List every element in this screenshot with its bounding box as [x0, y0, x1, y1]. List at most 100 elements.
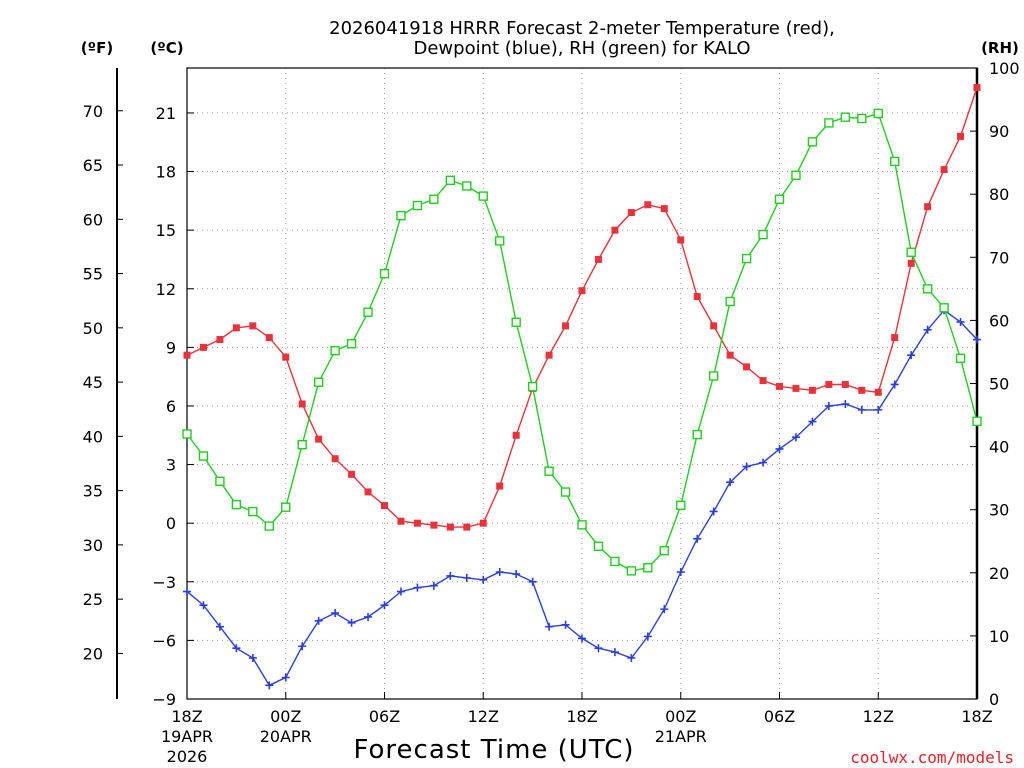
- dewpoint-point: [199, 601, 208, 610]
- temperature-point: [874, 388, 882, 396]
- dewpoint-point: [347, 618, 356, 627]
- temperature-point: [726, 351, 734, 359]
- temperature-point: [315, 435, 323, 443]
- temperature-point: [759, 377, 767, 385]
- fahrenheit-tick-label: 60: [83, 210, 103, 229]
- celsius-tick-label: 12: [156, 280, 176, 299]
- temperature-point: [940, 166, 948, 174]
- dewpoint-point: [429, 581, 438, 590]
- temperature-point: [957, 132, 965, 140]
- rh-point: [791, 170, 801, 180]
- temperature-point: [265, 334, 273, 342]
- rh-point: [527, 381, 538, 392]
- dewpoint-point: [808, 417, 817, 426]
- dewpoint-point: [281, 673, 290, 682]
- rh-tick-label: 80: [989, 185, 1009, 204]
- rh-point: [955, 353, 966, 363]
- axes: [116, 67, 979, 700]
- fahrenheit-tick-label: 55: [83, 265, 103, 284]
- rh-point: [840, 112, 851, 122]
- temperature-point: [446, 523, 454, 531]
- temperature-point: [825, 380, 833, 388]
- dewpoint-point: [709, 507, 718, 516]
- x-tick-date: 20APR: [260, 727, 312, 746]
- temperature-point: [627, 209, 635, 217]
- temperature-point: [545, 351, 553, 359]
- dewpoint-point: [578, 634, 586, 643]
- x-tick-label: 12Z: [468, 707, 499, 726]
- dewpoint-point: [314, 616, 323, 625]
- series-line: [186, 309, 978, 687]
- rh-point: [939, 303, 949, 313]
- celsius-unit-label: (ºC): [150, 39, 183, 57]
- rh-point: [182, 429, 192, 439]
- dewpoint-point: [676, 568, 685, 577]
- rh-point: [462, 181, 472, 191]
- dewpoint-point: [841, 400, 850, 409]
- fahrenheit-tick-label: 20: [83, 644, 103, 663]
- rh-tick-label: 40: [989, 438, 1009, 457]
- dewpoint-point: [643, 632, 652, 641]
- rh-tick-label: 100: [989, 59, 1020, 78]
- series-dewpoint: [183, 306, 981, 690]
- rh-point: [610, 556, 620, 567]
- rh-tick-label: 0: [989, 690, 999, 709]
- dewpoint-point: [396, 587, 405, 596]
- temperature-point: [413, 519, 421, 527]
- rh-tick-label: 70: [989, 248, 1009, 267]
- dewpoint-point: [232, 644, 241, 653]
- rh-point: [857, 113, 867, 124]
- rh-point: [972, 416, 982, 427]
- temperature-point: [660, 205, 668, 213]
- dewpoint-point: [512, 569, 521, 578]
- rh-point: [659, 546, 669, 556]
- dewpoint-point: [742, 462, 751, 471]
- series-line: [186, 112, 978, 572]
- x-tick-date: 21APR: [655, 727, 707, 746]
- temperature-point: [594, 255, 602, 263]
- rh-point: [412, 200, 423, 211]
- rh-point: [346, 339, 357, 349]
- dewpoint-point: [561, 620, 570, 629]
- x-tick-label: 18Z: [171, 707, 202, 726]
- dewpoint-point: [380, 601, 389, 610]
- temperature-point: [693, 293, 701, 301]
- dewpoint-point: [462, 573, 471, 582]
- fahrenheit-unit-label: (ºF): [81, 39, 113, 57]
- rh-point: [643, 563, 653, 573]
- dewpoint-point: [759, 458, 768, 467]
- rh-point: [593, 541, 604, 551]
- rh-point: [248, 506, 258, 517]
- temperature-point: [578, 287, 586, 295]
- dewpoint-point: [923, 325, 932, 334]
- dewpoint-point: [248, 653, 257, 662]
- rh-point: [758, 229, 768, 240]
- x-axis-title: Forecast Time (UTC): [353, 735, 634, 765]
- temperature-point: [512, 431, 520, 439]
- dewpoint-point: [364, 612, 373, 621]
- dewpoint-point: [907, 351, 916, 360]
- rh-point: [922, 284, 933, 294]
- temperature-point: [232, 324, 240, 332]
- temperature-point: [397, 517, 405, 525]
- x-tick-label: 00Z: [665, 707, 696, 726]
- rh-point: [264, 521, 274, 531]
- temperature-point: [381, 502, 388, 510]
- rh-point: [890, 156, 900, 167]
- celsius-tick-label: 3: [166, 456, 176, 475]
- rh-point: [560, 487, 571, 497]
- rh-tick-label: 60: [989, 311, 1009, 330]
- temperature-point: [611, 226, 619, 234]
- x-tick-label: 00Z: [270, 707, 301, 726]
- dewpoint-point: [890, 380, 899, 389]
- series-layer: [182, 84, 982, 690]
- watermark: coolwx.com/models: [850, 748, 1014, 767]
- dewpoint-point: [857, 405, 866, 414]
- celsius-tick-label: −3: [152, 573, 176, 592]
- x-tick-year: 2026: [167, 747, 208, 766]
- rh-point: [725, 296, 735, 307]
- dewpoint-point: [413, 583, 422, 592]
- rh-point: [313, 377, 324, 387]
- rh-point: [511, 317, 521, 327]
- chart-title-line1: 2026041918 HRRR Forecast 2-meter Tempera…: [329, 18, 835, 39]
